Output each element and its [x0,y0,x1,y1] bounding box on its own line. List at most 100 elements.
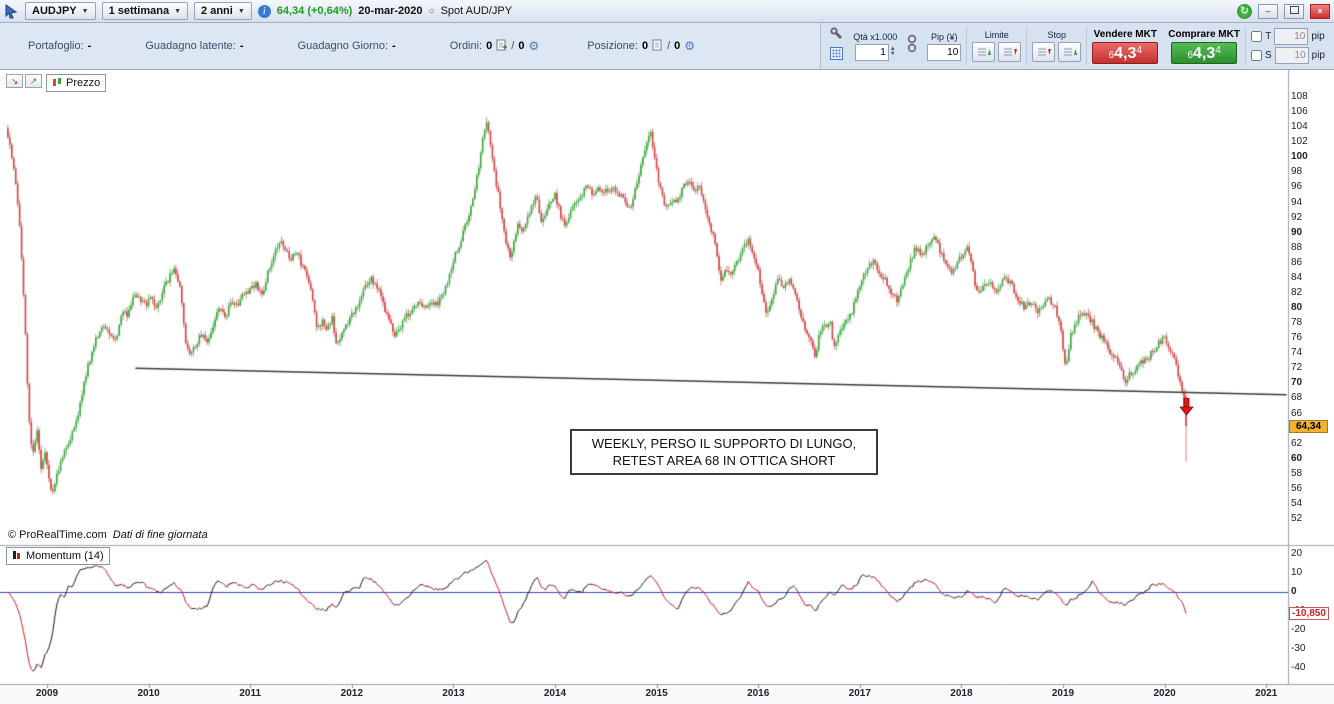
stop-checkbox-label: S [1264,50,1272,61]
momentum-axis-label: -30 [1291,643,1306,654]
sell-market-label: Vendere MKT [1093,28,1157,40]
pane-shrink-icon[interactable]: ↘ [6,74,23,88]
momentum-axis-label: 20 [1291,548,1303,559]
quantity-input[interactable] [854,43,889,61]
price-axis-label: 104 [1291,121,1308,133]
range-dropdown[interactable]: 2 anni ▼ [194,2,252,20]
price-axis-label: 94 [1291,196,1303,208]
sell-limit-button[interactable] [998,42,1022,62]
position-stat: Posizione: 0 / 0 ⚙ [587,39,695,54]
wrench-icon[interactable] [830,27,843,45]
orders-stat: Ordini: 0 / 0 ⚙ [450,39,539,54]
price-axis-label: 86 [1291,256,1303,268]
price-axis-label: 58 [1291,467,1303,479]
year-label: 2018 [950,688,973,699]
year-label: 2021 [1255,688,1278,699]
orders-slash: / [511,40,515,52]
quantity-label: Qtà x1.000 [853,31,898,42]
sync-icon[interactable]: ↻ [1237,3,1252,19]
gear-icon[interactable]: ⚙ [528,39,540,53]
timeframe-label: 1 settimana [108,5,170,17]
buy-stop-button[interactable] [1058,42,1082,62]
price-axis-label: 82 [1291,286,1303,298]
pip-label: Pip (¥) [931,31,958,42]
momentum-legend-chip[interactable]: Momentum (14) [6,547,110,565]
price-axis-label: 108 [1291,91,1308,102]
data-note: Dati di fine giornata [112,529,208,541]
chevron-down-icon: ▼ [81,7,89,15]
info-icon[interactable]: i [257,4,271,18]
year-label: 2017 [848,688,871,699]
title-bar: AUDJPY ▼ 1 settimana ▼ 2 anni ▼ i 64,34 … [0,0,1334,23]
portfolio-stat: Portafoglio: - [28,40,91,52]
price-axis-label: 100 [1291,151,1308,163]
buy-market-button[interactable]: 6 4,3 4 [1171,41,1238,64]
portfolio-value: - [87,40,92,52]
copyright: © ProRealTime.com Dati di fine giornata [8,529,208,541]
app-icon [4,3,19,19]
pip-input[interactable] [927,43,962,61]
position-count-2: 0 [674,40,681,52]
pane-expand-icon[interactable]: ↗ [25,74,42,88]
annotation-line-1: WEEKLY, PERSO IL SUPPORTO DI LUNGO, [591,436,857,451]
price-legend-label: Prezzo [66,77,101,89]
day-gain-value: - [392,40,396,52]
buy-limit-button[interactable] [972,42,996,62]
keypad-icon[interactable] [830,47,844,65]
sell-stop-button[interactable] [1032,42,1056,62]
minimize-button[interactable]: – [1258,3,1278,19]
order-tools [825,27,848,65]
momentum-axis-label: 10 [1291,567,1303,578]
momentum-icon [12,550,22,563]
portfolio-label: Portafoglio: [28,40,84,52]
position-list-icon[interactable] [652,39,663,54]
momentum-axis-label: 0 [1291,586,1297,597]
price-axis-label: 80 [1291,302,1303,313]
close-button[interactable]: × [1310,3,1330,19]
symbol-dropdown[interactable]: AUDJPY ▼ [25,2,96,20]
stop-group: Stop [1026,27,1086,65]
year-label: 2011 [239,688,262,699]
year-label: 2016 [747,688,770,699]
price-axis-label: 66 [1291,407,1303,419]
quantity-group: Qtà x1.000 ▲▼ [848,27,902,65]
down-arrow-annotation[interactable] [1179,397,1194,416]
momentum-axis-label: -20 [1291,624,1306,635]
price-axis-label: 60 [1291,452,1303,464]
chart-annotation[interactable]: WEEKLY, PERSO IL SUPPORTO DI LUNGO, RETE… [570,429,878,475]
stop-pip-input[interactable] [1274,47,1309,64]
position-label: Posizione: [587,40,638,52]
account-stats: Portafoglio: - Guadagno latente: - Guada… [0,39,695,54]
price-axis-label: 102 [1291,136,1308,148]
price-axis-label: 70 [1291,377,1303,389]
symbol-label: AUDJPY [32,5,77,17]
orders-count: 0 [486,40,493,52]
link-icon[interactable] [907,33,917,60]
price-axis-label: 106 [1291,106,1308,118]
gear-icon[interactable]: ⚙ [684,39,696,53]
spot-radio-icon[interactable]: ○ [428,5,435,17]
year-label: 2012 [340,688,363,699]
trailing-stop-group: T pip S pip [1244,27,1330,65]
stop-checkbox[interactable] [1250,50,1262,61]
price-axis-label: 92 [1291,211,1303,223]
trailing-pip-input[interactable] [1274,28,1309,45]
annotation-line-2: RETEST AREA 68 IN OTTICA SHORT [612,453,836,468]
orders-list-icon[interactable] [496,39,508,54]
position-slash: / [667,40,671,52]
orders-count-2: 0 [518,40,525,52]
maximize-button[interactable] [1284,3,1304,19]
quantity-stepper[interactable]: ▲ ▼ [889,46,896,57]
stop-label: Stop [1047,30,1067,40]
trailing-checkbox[interactable] [1251,31,1263,42]
price-legend-chip[interactable]: Prezzo [46,74,107,92]
pip-group: Pip (¥) [922,27,966,65]
day-gain-stat: Guadagno Giorno: - [298,40,396,52]
last-price-change: 64,34 (+0,64%) [276,5,353,17]
price-axis-label: 68 [1291,392,1303,404]
timeframe-dropdown[interactable]: 1 settimana ▼ [101,2,189,20]
quote-date: 20-mar-2020 [358,5,423,17]
sell-market-button[interactable]: 6 4,3 4 [1092,41,1159,64]
